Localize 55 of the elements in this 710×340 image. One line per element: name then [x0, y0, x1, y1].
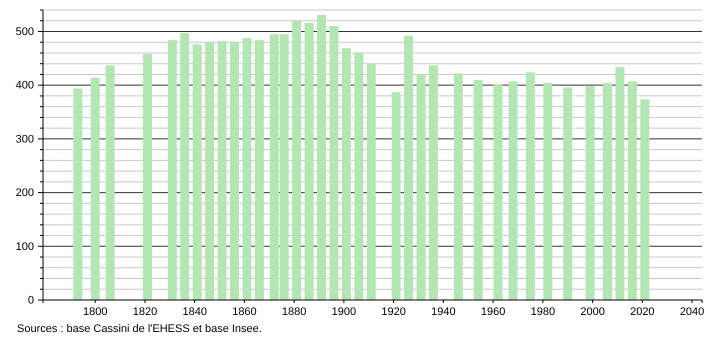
bar	[603, 83, 612, 300]
bar	[586, 86, 595, 300]
x-tick-label: 1980	[530, 306, 556, 318]
x-tick-label: 1840	[182, 306, 207, 318]
bar	[142, 54, 152, 300]
x-tick-label: 2000	[580, 306, 605, 318]
bar	[628, 81, 637, 300]
bar	[205, 42, 214, 300]
y-tick-label: 400	[16, 80, 34, 92]
x-tick-label: 2020	[630, 306, 655, 318]
x-tick-label: 1940	[431, 306, 456, 318]
bar	[317, 14, 326, 300]
bar	[366, 64, 376, 300]
bar	[526, 72, 535, 300]
x-tick-label: 1900	[332, 306, 356, 318]
bar	[392, 92, 401, 300]
bar	[494, 84, 503, 300]
x-tick-label: 1800	[82, 306, 108, 318]
bar	[508, 81, 518, 300]
x-tick-label: 1820	[132, 306, 158, 318]
bar	[640, 99, 650, 300]
bar	[106, 65, 115, 300]
bar	[304, 22, 314, 300]
bar	[354, 52, 364, 300]
bar	[563, 87, 572, 300]
bar	[292, 20, 302, 300]
bar	[543, 83, 552, 300]
bar	[428, 65, 438, 300]
y-tick-label: 300	[16, 133, 34, 146]
y-tick-label: 500	[16, 26, 34, 38]
x-tick-label: 1880	[282, 306, 306, 318]
bar	[192, 44, 202, 300]
source-note: Sources : base Cassini de l'EHESS et base Insee.	[17, 323, 262, 335]
bar	[180, 33, 190, 300]
bar	[404, 36, 414, 300]
bar	[329, 26, 338, 300]
y-tick-label: 100	[16, 240, 34, 253]
y-tick-label: 200	[16, 187, 34, 200]
bar	[73, 88, 82, 300]
x-tick-label: 1860	[232, 306, 257, 318]
bar	[474, 80, 483, 300]
bar	[416, 74, 426, 300]
x-tick-label: 2040	[680, 306, 704, 318]
bar	[90, 78, 100, 300]
x-tick-label: 1960	[480, 306, 506, 318]
y-tick-label: 0	[28, 294, 34, 307]
bar	[230, 42, 239, 300]
bar	[168, 40, 177, 300]
bar	[242, 38, 252, 300]
x-tick-label: 1920	[381, 306, 406, 318]
bar	[218, 41, 227, 300]
bar	[342, 48, 351, 300]
bar	[454, 73, 463, 300]
bar	[615, 66, 624, 300]
bar	[254, 40, 264, 300]
